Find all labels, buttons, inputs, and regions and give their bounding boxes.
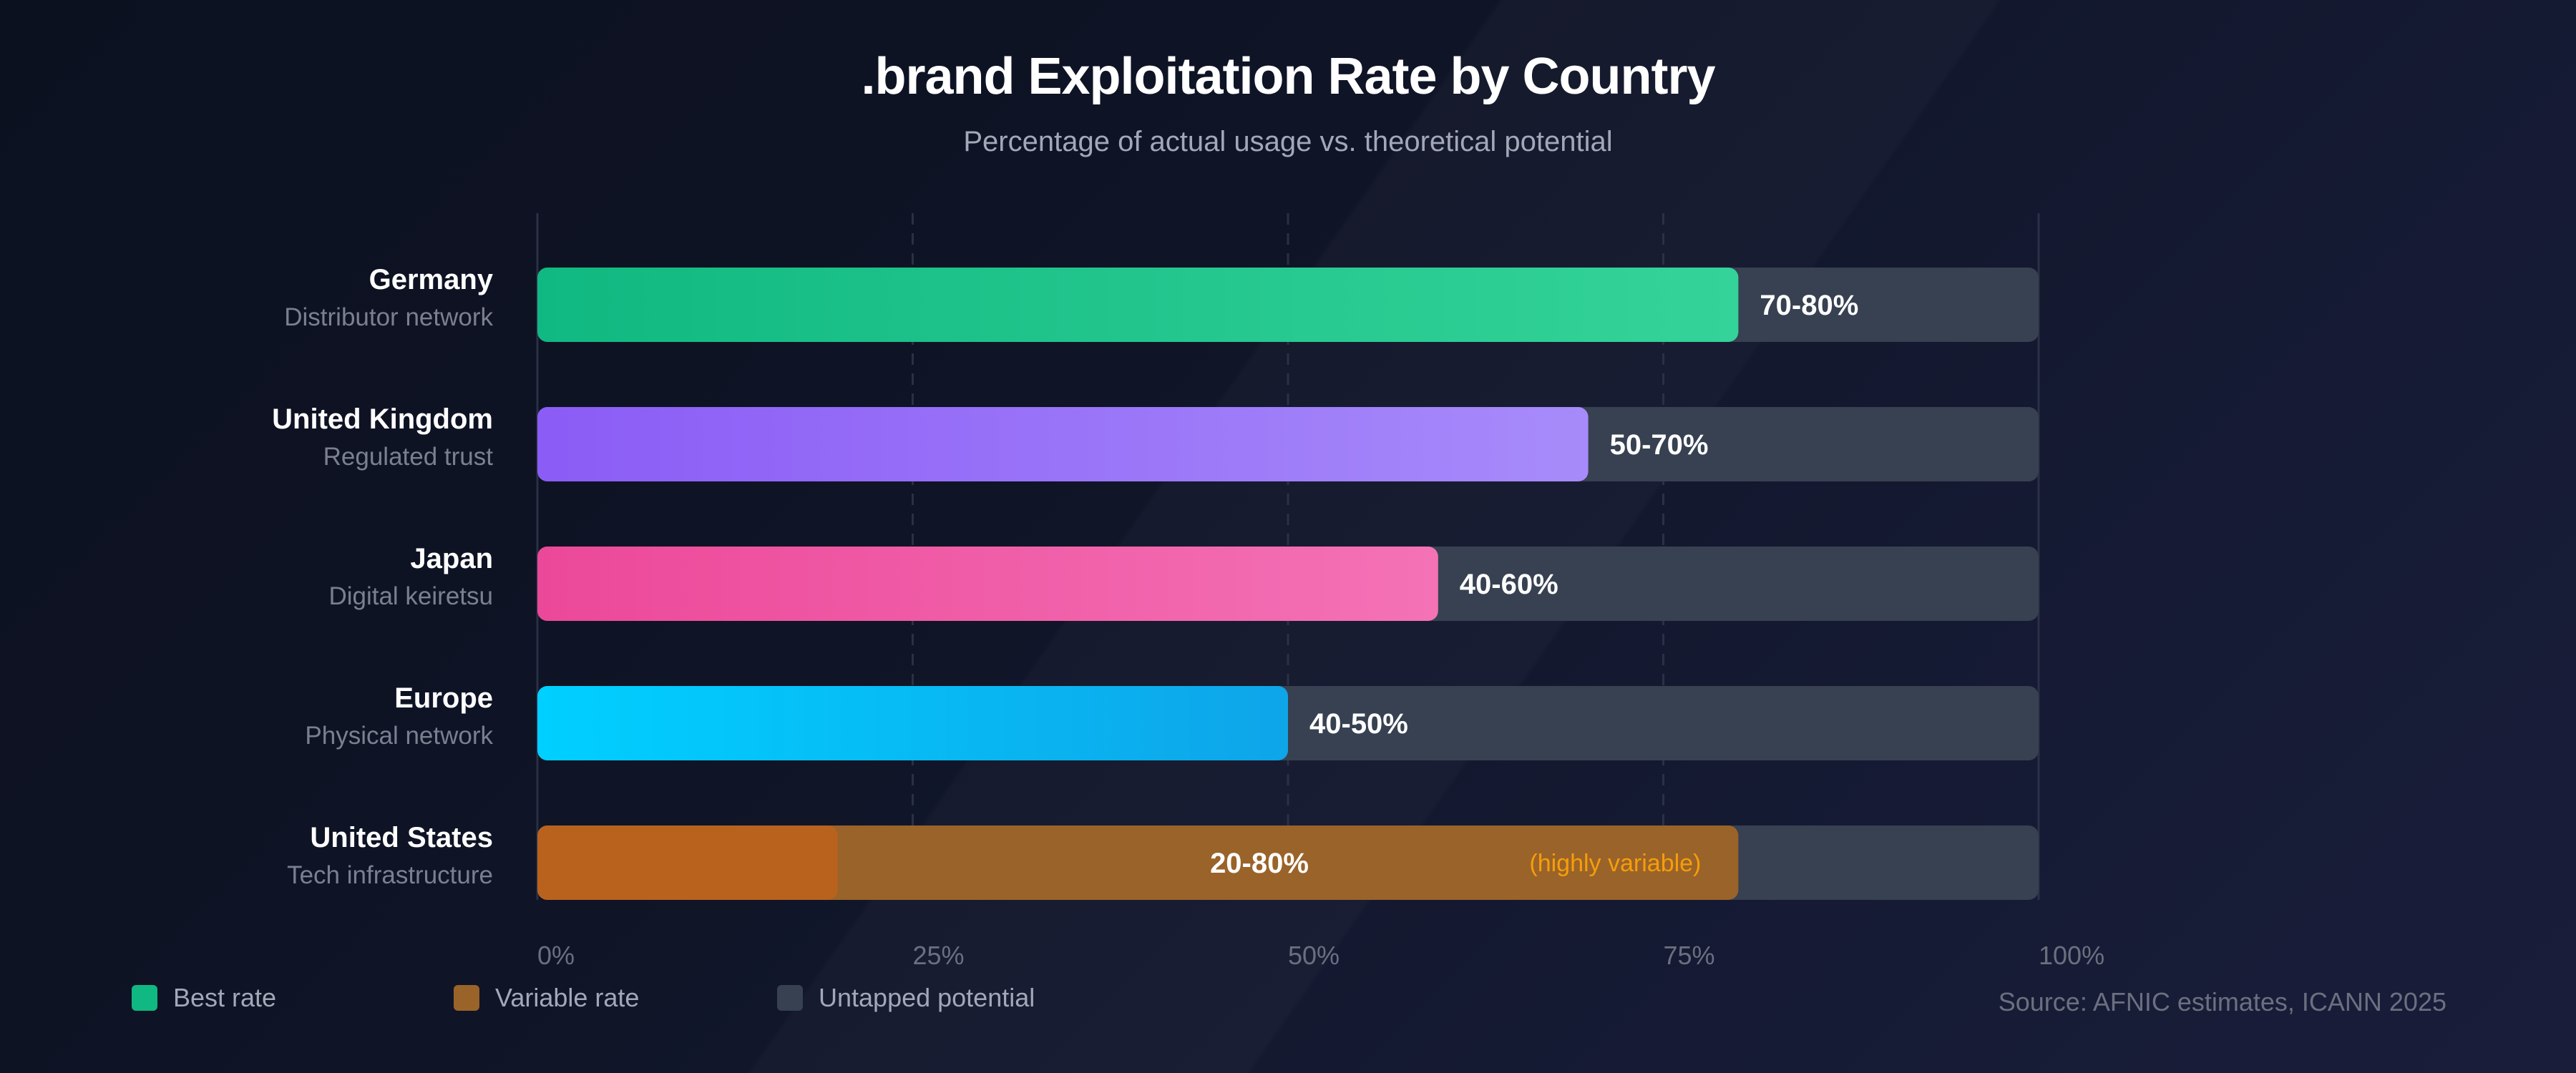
- category-label: Germany: [369, 264, 494, 295]
- category-sublabel: Distributor network: [284, 303, 493, 331]
- rate-bar: [537, 407, 1589, 481]
- category-label: United Kingdom: [272, 403, 493, 435]
- source-note: Source: AFNIC estimates, ICANN 2025: [1998, 987, 2446, 1016]
- legend-label: Untapped potential: [819, 983, 1035, 1012]
- minimum-rate-bar: [537, 825, 838, 900]
- category-sublabel: Tech infrastructure: [287, 861, 493, 889]
- chart-subtitle: Percentage of actual usage vs. theoretic…: [963, 126, 1613, 157]
- bar-value-label: 40-50%: [1309, 708, 1408, 740]
- bar-value-label: 20-80%: [1210, 848, 1309, 879]
- legend-swatch-untapped: [777, 985, 803, 1011]
- rate-bar: [537, 547, 1438, 621]
- category-sublabel: Digital keiretsu: [328, 582, 493, 610]
- category-label: Japan: [410, 543, 493, 574]
- category-sublabel: Regulated trust: [323, 443, 494, 471]
- legend-item-best-rate: Best rate: [132, 983, 454, 1013]
- legend: Best rate Variable rate Untapped potenti…: [132, 983, 1035, 1013]
- bar-value-label: 40-60%: [1460, 569, 1558, 600]
- legend-swatch-variable: [454, 985, 479, 1011]
- category-label: Europe: [394, 682, 493, 714]
- bar-annotation: (highly variable): [1529, 850, 1701, 877]
- rate-bar: [537, 686, 1288, 760]
- legend-item-variable-rate: Variable rate: [454, 983, 777, 1013]
- legend-label: Best rate: [173, 983, 277, 1012]
- x-tick-label: 75%: [1664, 941, 1715, 970]
- category-sublabel: Physical network: [305, 722, 493, 750]
- x-tick-label: 50%: [1288, 941, 1340, 970]
- chart-title: .brand Exploitation Rate by Country: [861, 48, 1715, 105]
- category-label: United States: [310, 822, 493, 853]
- x-tick-label: 0%: [537, 941, 575, 970]
- rate-bar: [537, 268, 1739, 342]
- x-tick-label: 100%: [2039, 941, 2104, 970]
- bar-value-label: 50-70%: [1610, 429, 1709, 461]
- legend-label: Variable rate: [495, 983, 640, 1012]
- x-tick-label: 25%: [913, 941, 965, 970]
- bar-value-label: 70-80%: [1760, 290, 1858, 321]
- legend-item-untapped: Untapped potential: [777, 983, 1035, 1013]
- legend-swatch-best: [132, 985, 157, 1011]
